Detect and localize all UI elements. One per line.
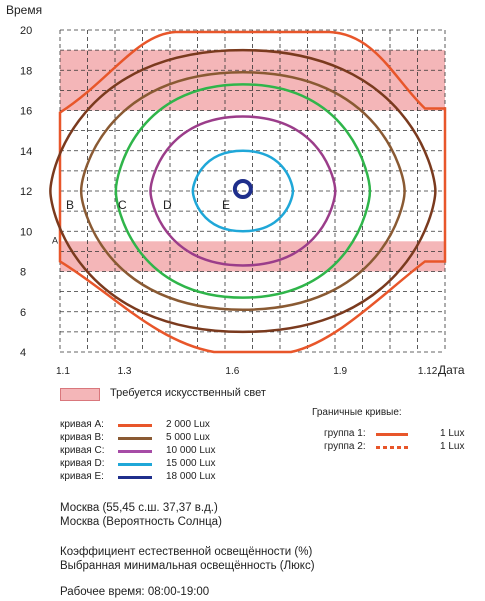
x-axis-title: Дата bbox=[438, 363, 465, 377]
boundary-legend-value: 1 Lux bbox=[440, 441, 465, 452]
curve-letter-label: C bbox=[118, 198, 127, 212]
y-tick-label: 14 bbox=[20, 146, 32, 158]
y-tick-label: 20 bbox=[20, 25, 32, 37]
daylight-factor-line: Коэффициент естественной освещённости (%… bbox=[60, 546, 313, 558]
x-tick-label: 1.6 bbox=[225, 366, 239, 377]
curve-legend-label: кривая C: bbox=[60, 445, 105, 456]
curve-legend-swatch bbox=[118, 450, 152, 453]
y-tick-label: 12 bbox=[20, 186, 32, 198]
boundary-legend-label: группа 1: bbox=[324, 428, 366, 439]
x-tick-label: 1.3 bbox=[118, 366, 132, 377]
daylight-chart: 4 6 8 10 12 14 16 18 20 Время 1.1 1.3 1.6 1.9 1.12 Дата… bbox=[6, 3, 465, 377]
curve-letter-label: A bbox=[52, 235, 58, 245]
y-tick-label: 16 bbox=[20, 106, 32, 118]
curve-c bbox=[114, 83, 372, 299]
curve-legend-swatch bbox=[118, 437, 152, 440]
curve-d bbox=[149, 115, 337, 267]
curve-legend-value: 10 000 Lux bbox=[166, 445, 216, 456]
sun-probability-line: Москва (Вероятность Солнца) bbox=[60, 516, 222, 528]
curve-legend-value: 2 000 Lux bbox=[166, 419, 210, 430]
boundary-legend-swatch bbox=[376, 446, 408, 449]
curve-legend-label: кривая D: bbox=[60, 458, 105, 469]
curve-legend-swatch bbox=[118, 463, 152, 466]
curve-a bbox=[49, 48, 437, 334]
curve-letter-label: B bbox=[66, 198, 74, 212]
curve-e bbox=[191, 149, 295, 233]
x-tick-label: 1.9 bbox=[333, 366, 347, 377]
y-tick-label: 4 bbox=[20, 347, 26, 359]
boundary-legend-value: 1 Lux bbox=[440, 428, 465, 439]
curve-legend-label: кривая A: bbox=[60, 419, 104, 430]
location-line: Москва (55,45 с.ш. 37,37 в.д.) bbox=[60, 502, 218, 514]
boundary-legend-label: группа 2: bbox=[324, 441, 366, 452]
curve-letter-label: D bbox=[163, 198, 172, 212]
curve-legend-label: кривая B: bbox=[60, 432, 104, 443]
curve-legend-label: кривая E: bbox=[60, 471, 104, 482]
curve-letter-label: E bbox=[222, 198, 230, 212]
boundary-legend-swatch bbox=[376, 433, 408, 436]
min-illuminance-line: Выбранная минимальная освещённость (Люкс… bbox=[60, 560, 315, 572]
y-tick-label: 10 bbox=[20, 226, 32, 238]
boundary-curve-group-1 bbox=[58, 30, 447, 354]
x-tick-label: 1.1 bbox=[56, 366, 70, 377]
curve-e-center bbox=[232, 179, 253, 199]
curve-legend-value: 15 000 Lux bbox=[166, 458, 216, 469]
y-axis-title: Время bbox=[6, 3, 42, 17]
curve-b bbox=[79, 71, 406, 311]
curve-legend-value: 5 000 Lux bbox=[166, 432, 210, 443]
curve-legend-swatch bbox=[118, 424, 152, 427]
artificial-light-swatch bbox=[60, 388, 100, 401]
y-tick-label: 6 bbox=[20, 307, 26, 319]
boundary-title: Граничные кривые: bbox=[312, 407, 402, 418]
x-tick-label: 1.12 bbox=[418, 366, 438, 377]
curve-legend-value: 18 000 Lux bbox=[166, 471, 216, 482]
working-hours-line: Рабочее время: 08:00-19:00 bbox=[60, 586, 210, 598]
curve-legend-swatch bbox=[118, 476, 152, 479]
y-tick-label: 18 bbox=[20, 65, 32, 77]
artificial-light-label: Требуется искусственный свет bbox=[110, 387, 266, 399]
y-tick-label: 8 bbox=[20, 267, 26, 279]
